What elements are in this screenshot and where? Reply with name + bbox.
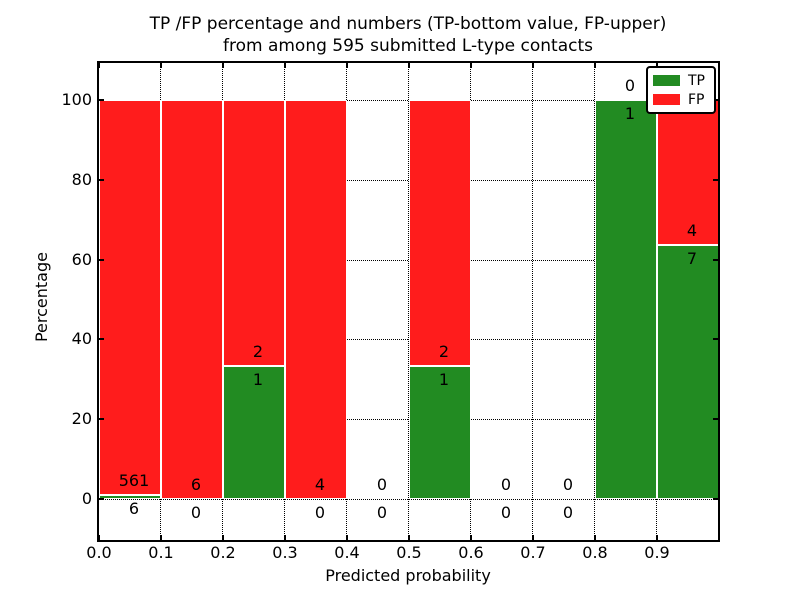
legend-item-tp: TP — [653, 74, 709, 88]
x-tick-mark — [284, 535, 286, 540]
fp-bar-segment — [285, 100, 347, 499]
y-tick-label: 40 — [71, 329, 92, 348]
fp-count-label: 0 — [562, 475, 574, 494]
fp-bar-segment — [223, 100, 285, 366]
x-tick-mark — [656, 63, 658, 68]
y-tick-label: 60 — [71, 250, 92, 269]
y-tick-mark — [713, 498, 718, 500]
tp-count-label: 0 — [314, 503, 326, 522]
x-tick-mark — [594, 535, 596, 540]
x-tick-label: 0.6 — [458, 543, 484, 562]
x-tick-label: 0.8 — [582, 543, 608, 562]
tp-bar-segment — [657, 245, 718, 499]
x-tick-mark — [99, 535, 100, 540]
tp-count-label: 1 — [624, 104, 636, 123]
y-tick-mark — [99, 338, 104, 340]
y-tick-label: 80 — [71, 170, 92, 189]
fp-count-label: 561 — [118, 471, 150, 490]
x-tick-label: 0.1 — [148, 543, 174, 562]
x-tick-mark — [594, 63, 596, 68]
x-tick-mark — [532, 535, 534, 540]
y-tick-mark — [713, 179, 718, 181]
legend-item-fp: FP — [653, 93, 709, 107]
v-gridline — [532, 63, 533, 540]
fp-count-label: 0 — [376, 475, 388, 494]
fp-bar-segment — [99, 100, 161, 495]
x-tick-mark — [656, 535, 658, 540]
tp-bar-segment — [409, 366, 471, 499]
tp-bar-segment — [595, 100, 657, 499]
x-tick-label: 0.9 — [644, 543, 670, 562]
fp-count-label: 4 — [686, 221, 698, 240]
tp-count-label: 6 — [128, 499, 140, 518]
x-tick-mark — [222, 535, 224, 540]
tp-count-label: 0 — [190, 503, 202, 522]
fp-count-label: 2 — [252, 342, 264, 361]
fp-count-label: 0 — [500, 475, 512, 494]
x-tick-label: 0.7 — [520, 543, 546, 562]
x-tick-label: 0.5 — [396, 543, 422, 562]
x-tick-mark — [346, 535, 348, 540]
plot-inner: 561 6 6 0 2 1 4 0 0 0 2 1 0 0 0 0 0 1 4 7 — [99, 63, 718, 540]
x-tick-mark — [470, 535, 472, 540]
tp-count-label: 0 — [500, 503, 512, 522]
v-gridline — [594, 63, 595, 540]
tp-bar-segment — [99, 495, 161, 499]
x-tick-mark — [222, 63, 224, 68]
x-tick-mark — [408, 63, 410, 68]
x-axis-label: Predicted probability — [325, 566, 491, 585]
y-axis-label: Percentage — [32, 252, 51, 343]
legend: TP FP — [646, 66, 716, 114]
chart-title-line2: from among 595 submitted L-type contacts — [222, 36, 593, 56]
x-tick-mark — [470, 63, 472, 68]
legend-label-tp: TP — [688, 72, 705, 89]
x-tick-mark — [346, 63, 348, 68]
x-tick-label: 0.4 — [334, 543, 360, 562]
tp-count-label: 7 — [686, 249, 698, 268]
fp-color-swatch-icon — [653, 94, 680, 105]
y-tick-mark — [713, 259, 718, 261]
fp-bar-segment — [161, 100, 223, 499]
y-tick-mark — [99, 259, 104, 261]
x-tick-label: 0.0 — [86, 543, 112, 562]
x-tick-mark — [160, 535, 162, 540]
x-tick-mark — [99, 63, 100, 68]
legend-label-fp: FP — [688, 91, 705, 108]
fp-count-label: 6 — [190, 475, 202, 494]
y-tick-mark — [713, 418, 718, 420]
y-tick-mark — [99, 418, 104, 420]
tp-count-label: 1 — [438, 370, 450, 389]
x-tick-mark — [408, 535, 410, 540]
fp-count-label: 0 — [624, 76, 636, 95]
tp-count-label: 0 — [376, 503, 388, 522]
chart-title: TP /FP percentage and numbers (TP-bottom… — [16, 13, 800, 57]
y-tick-mark — [713, 338, 718, 340]
tp-count-label: 0 — [562, 503, 574, 522]
x-tick-mark — [284, 63, 286, 68]
fp-bar-segment — [409, 100, 471, 366]
x-tick-mark — [160, 63, 162, 68]
y-tick-label: 0 — [81, 489, 92, 508]
fp-count-label: 2 — [438, 342, 450, 361]
y-tick-mark — [99, 179, 104, 181]
tp-count-label: 1 — [252, 370, 264, 389]
x-tick-label: 0.2 — [210, 543, 236, 562]
x-tick-label: 0.3 — [272, 543, 298, 562]
chart-title-line1: TP /FP percentage and numbers (TP-bottom… — [149, 14, 667, 34]
fp-count-label: 4 — [314, 475, 326, 494]
y-tick-mark — [99, 498, 104, 500]
y-tick-label: 20 — [71, 409, 92, 428]
tp-color-swatch-icon — [653, 75, 680, 86]
tp-bar-segment — [223, 366, 285, 499]
v-gridline — [408, 63, 409, 540]
y-tick-mark — [99, 99, 104, 101]
y-tick-label: 100 — [61, 90, 92, 109]
x-tick-mark — [532, 63, 534, 68]
plot-area: 561 6 6 0 2 1 4 0 0 0 2 1 0 0 0 0 0 1 4 7 — [97, 61, 720, 542]
